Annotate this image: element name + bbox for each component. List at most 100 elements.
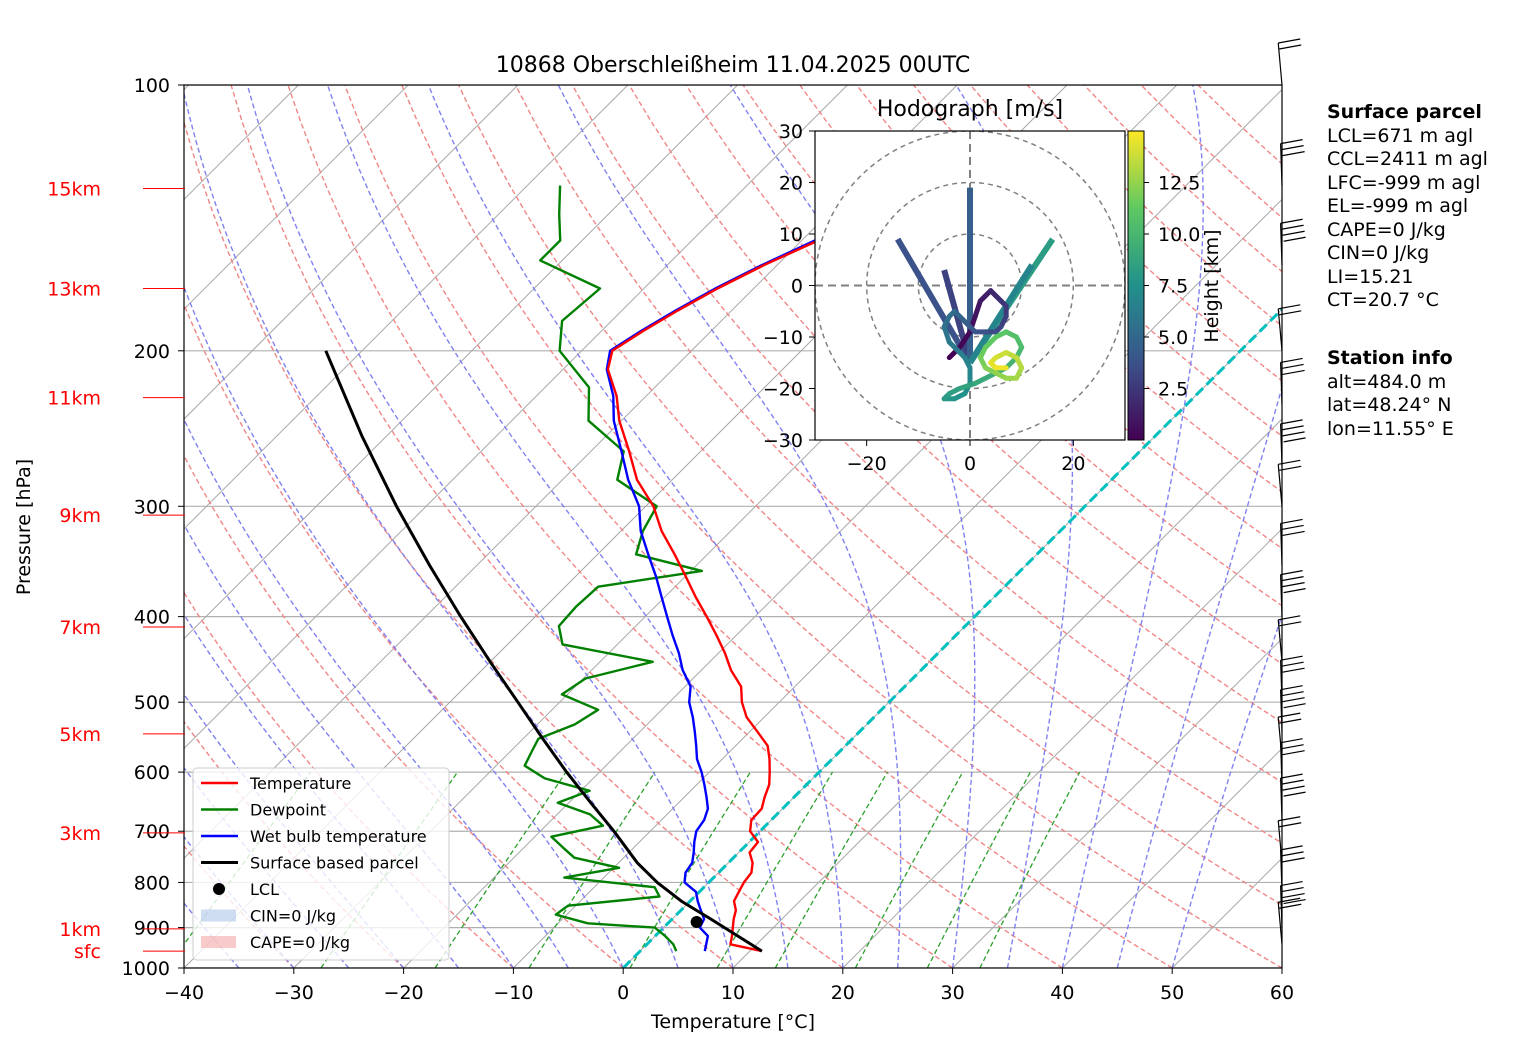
isotherm bbox=[732, 418, 1282, 968]
hodograph-spoke bbox=[895, 237, 973, 365]
barb-flag bbox=[1278, 459, 1301, 465]
sp-cape: CAPE=0 J/kg bbox=[1327, 218, 1446, 241]
moist-adiabat bbox=[557, 85, 902, 968]
legend-swatch bbox=[213, 883, 225, 895]
moist-adiabat bbox=[184, 417, 569, 968]
barb-flag bbox=[1281, 524, 1304, 531]
barb-flag bbox=[1281, 779, 1304, 785]
barb-flag bbox=[1280, 738, 1303, 744]
hodograph-colorbar bbox=[1127, 130, 1145, 441]
surface-parcel-panel: Surface parcel LCL=671 m agl CCL=2411 m … bbox=[1327, 101, 1488, 313]
height-label: 13km bbox=[47, 278, 101, 300]
wind-barb bbox=[1280, 685, 1306, 732]
barb-flag bbox=[1282, 369, 1305, 375]
barb-flag bbox=[1282, 857, 1305, 863]
barb-flag bbox=[1282, 230, 1305, 236]
barb-flag bbox=[1280, 845, 1303, 851]
barb-staff bbox=[1280, 885, 1283, 928]
legend-label: CIN=0 J/kg bbox=[250, 907, 336, 926]
legend-swatch bbox=[201, 936, 236, 948]
barb-flag bbox=[1281, 691, 1304, 697]
moist-adiabat bbox=[1061, 85, 1204, 968]
x-tick-label: 40 bbox=[1050, 982, 1074, 1004]
mixing-ratio-line bbox=[926, 771, 1031, 968]
hodograph-ring bbox=[865, 181, 1075, 390]
barb-flag bbox=[1279, 465, 1302, 471]
hodograph-y-label: 0 bbox=[791, 276, 803, 298]
y-tick-label: 200 bbox=[134, 341, 170, 363]
colorbar-tick-label: 7.5 bbox=[1158, 276, 1188, 298]
hodograph: Hodograph [m/s] −20 0 20 30 20 10 0 −10 −20 −30 2.5… bbox=[763, 97, 1223, 475]
barb-flag bbox=[1281, 425, 1304, 431]
legend-label: LCL bbox=[250, 880, 279, 899]
moist-adiabat bbox=[184, 90, 679, 968]
y-tick-label: 800 bbox=[134, 872, 170, 894]
barb-staff bbox=[1280, 574, 1283, 617]
wind-barb bbox=[1277, 304, 1302, 351]
dewpoint-line bbox=[523, 185, 704, 952]
barb-flag bbox=[1278, 712, 1301, 718]
barb-staff bbox=[1280, 362, 1283, 405]
barb-staff bbox=[1280, 778, 1283, 821]
hodograph-trace bbox=[941, 324, 952, 345]
barb-staff bbox=[1280, 689, 1283, 732]
hodograph-x-label: 20 bbox=[1061, 453, 1085, 475]
hodograph-x-label: 0 bbox=[964, 453, 976, 475]
moist-adiabat bbox=[184, 902, 240, 968]
x-tick-label: 0 bbox=[617, 982, 629, 1004]
dry-adiabat bbox=[184, 119, 844, 968]
dry-adiabat bbox=[184, 302, 734, 968]
barb-flag bbox=[1279, 44, 1302, 50]
y-tick-label: 400 bbox=[134, 607, 170, 629]
isotherm bbox=[184, 85, 519, 420]
colorbar-tick-label: 2.5 bbox=[1158, 379, 1188, 401]
legend-box bbox=[192, 767, 450, 961]
surface-parcel-title: Surface parcel bbox=[1327, 101, 1482, 123]
barb-flag bbox=[1282, 750, 1305, 756]
mixing-ratio-line bbox=[629, 771, 751, 968]
mixing-ratio-line bbox=[716, 771, 834, 968]
wind-barb bbox=[1280, 218, 1306, 266]
wind-barb bbox=[1280, 357, 1305, 405]
barb-staff bbox=[1277, 42, 1283, 86]
barb-flag bbox=[1283, 236, 1306, 242]
dry-adiabat bbox=[571, 85, 1282, 784]
wind-barb bbox=[1277, 459, 1302, 507]
station-alt: alt=484.0 m bbox=[1327, 370, 1447, 393]
dry-adiabat bbox=[514, 85, 1282, 844]
station-lon: lon=11.55° E bbox=[1327, 417, 1454, 440]
barb-flag bbox=[1280, 773, 1303, 779]
sp-lfc: LFC=-999 m agl bbox=[1327, 171, 1481, 194]
barb-flag bbox=[1281, 744, 1304, 750]
y-tick-label: 500 bbox=[134, 692, 170, 714]
barb-flag bbox=[1280, 518, 1303, 525]
height-label: 1km bbox=[59, 919, 101, 941]
wind-barb bbox=[1280, 845, 1305, 892]
barb-flag bbox=[1283, 437, 1306, 443]
barb-flag bbox=[1283, 899, 1306, 905]
hodograph-y-label: −30 bbox=[763, 430, 803, 452]
legend-swatch bbox=[201, 909, 236, 922]
barb-flag bbox=[1279, 310, 1302, 316]
height-label: 11km bbox=[47, 388, 101, 410]
colorbar-tick-label: 5.0 bbox=[1158, 327, 1188, 349]
dry-adiabat bbox=[287, 85, 1063, 968]
x-tick-label: 10 bbox=[721, 982, 745, 1004]
hodograph-y-label: 20 bbox=[779, 173, 803, 195]
zero-isotherm bbox=[622, 307, 1282, 968]
dry-adiabat bbox=[344, 85, 1173, 968]
station-info-panel: Station info alt=484.0 m lat=48.24° N lo… bbox=[1327, 347, 1454, 441]
barb-flag bbox=[1282, 431, 1305, 437]
lcl-marker bbox=[690, 916, 703, 929]
sp-cin: CIN=0 J/kg bbox=[1327, 242, 1430, 264]
barb-flag bbox=[1282, 893, 1305, 899]
wind-barb bbox=[1280, 570, 1306, 617]
barb-flag bbox=[1280, 685, 1303, 691]
sp-el: EL=-999 m agl bbox=[1327, 195, 1469, 217]
height-label: 5km bbox=[59, 724, 101, 746]
dry-adiabat bbox=[184, 454, 624, 968]
moist-adiabat bbox=[427, 85, 844, 968]
barb-flag bbox=[1281, 363, 1304, 369]
moist-adiabat bbox=[184, 613, 460, 968]
wind-barb bbox=[1280, 655, 1305, 703]
